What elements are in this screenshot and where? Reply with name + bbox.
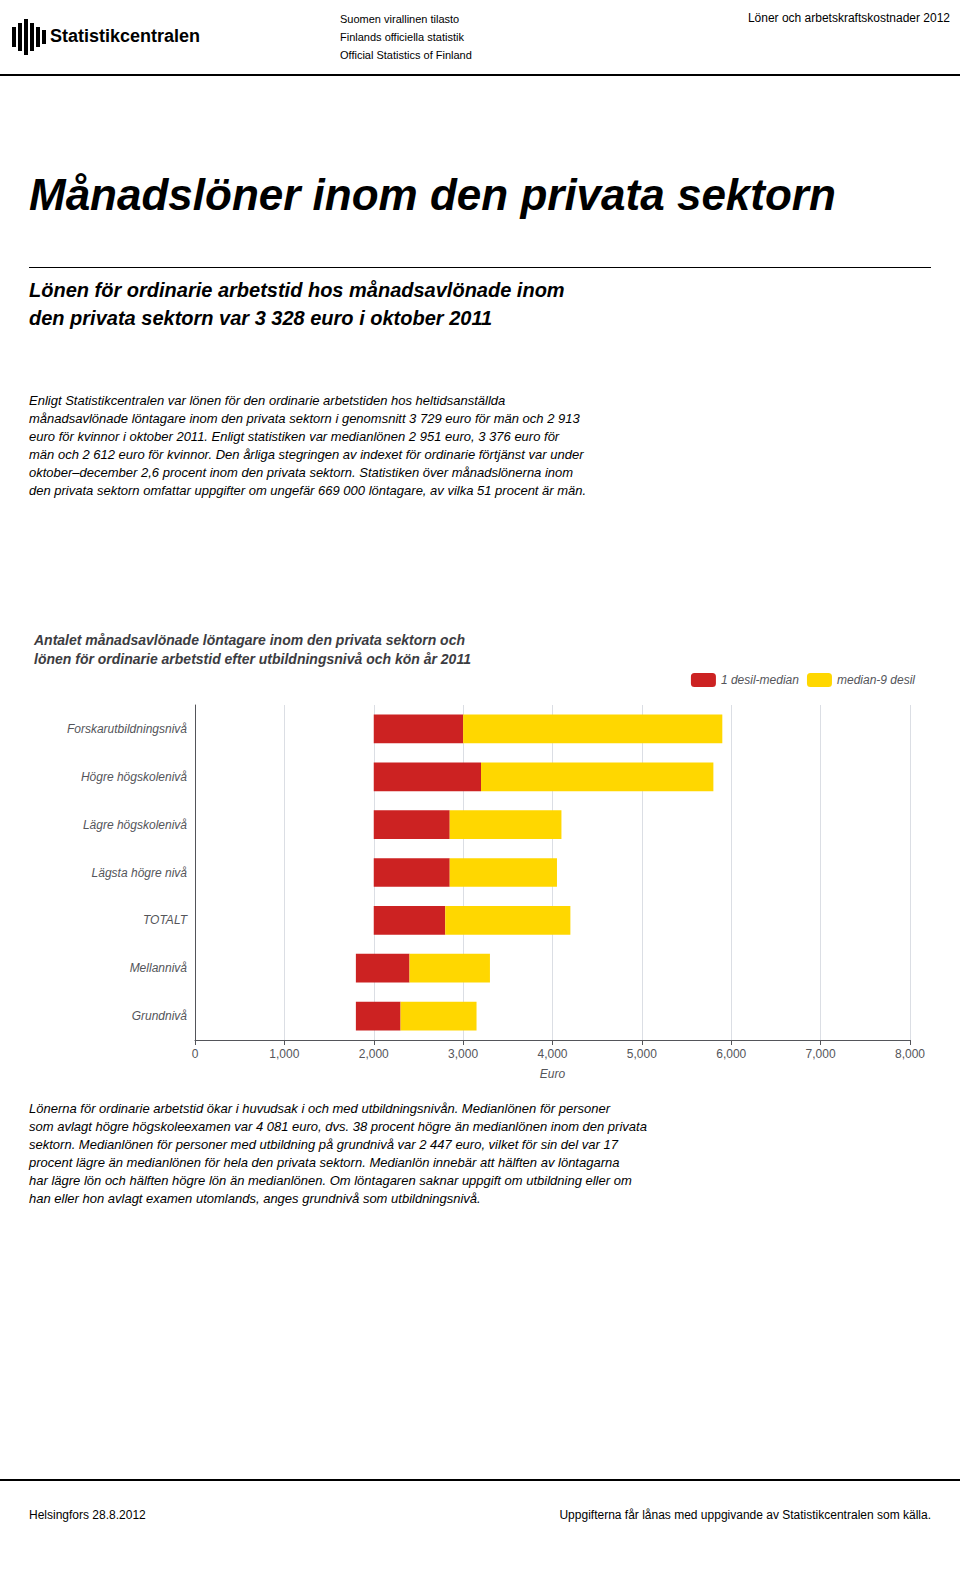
html-text:Suomen virallinen tilasto: Suomen virallinen tilasto: [340, 13, 460, 25]
html-text:Uppgifterna får lånas med uppg: Uppgifterna får lånas med uppgivande av …: [559, 1508, 931, 1522]
html-text:Statistikcentralen: Statistikcentralen: [50, 26, 201, 46]
html-text:män och 2 612 euro för kvinnor: män och 2 612 euro för kvinnor. Den årli…: [29, 447, 584, 462]
svg-text:1 desil-median: 1 desil-median: [721, 673, 799, 687]
html-text:månadsavlönade löntagare inom: månadsavlönade löntagare inom den privat…: [29, 411, 580, 426]
svg-text:TOTALT: TOTALT: [143, 913, 189, 927]
html-text:euro för kvinnor i oktober 201: euro för kvinnor i oktober 2011. Enligt …: [29, 429, 560, 444]
svg-text:7,000: 7,000: [806, 1047, 836, 1061]
svg-text:Mellannivå: Mellannivå: [130, 961, 188, 975]
html-text:den privata sektorn var 3 328: den privata sektorn var 3 328 euro i okt…: [29, 307, 493, 329]
html-text:den privata sektorn omfattar u: den privata sektorn omfattar uppgifter o…: [29, 483, 587, 498]
html-text:Lönen för ordinarie arbetstid: Lönen för ordinarie arbetstid hos månads…: [29, 279, 565, 301]
html-text:han eller hon avlagt examen ut: han eller hon avlagt examen utomlands, a…: [29, 1191, 481, 1206]
svg-text:4,000: 4,000: [537, 1047, 567, 1061]
svg-text:Lägsta högre nivå: Lägsta högre nivå: [92, 866, 188, 880]
html-text:Enligt Statistikcentralen var: Enligt Statistikcentralen var lönen för …: [29, 393, 506, 408]
svg-text:6,000: 6,000: [716, 1047, 746, 1061]
html-text:Official Statistics of Finland: Official Statistics of Finland: [340, 49, 472, 61]
html-text:sektorn. Medianlönen för perso: sektorn. Medianlönen för personer med ut…: [29, 1137, 618, 1152]
svg-text:Antalet månadsavlönade löntaga: Antalet månadsavlönade löntagare inom de…: [33, 632, 465, 648]
svg-text:0: 0: [192, 1047, 199, 1061]
svg-text:8,000: 8,000: [895, 1047, 925, 1061]
html-text:Finlands officiella statistik: Finlands officiella statistik: [340, 31, 464, 43]
html-text:Löner och arbetskraftskostnade: Löner och arbetskraftskostnader 2012: [747, 11, 950, 25]
svg-text:5,000: 5,000: [627, 1047, 657, 1061]
svg-text:Euro: Euro: [540, 1067, 566, 1081]
svg-text:2,000: 2,000: [359, 1047, 389, 1061]
html-text:har lägre lön och hälften högr: har lägre lön och hälften högre lön än m…: [29, 1173, 632, 1188]
svg-text:median-9 desil: median-9 desil: [837, 673, 915, 687]
html-text:Helsingfors 28.8.2012: Helsingfors 28.8.2012: [29, 1508, 146, 1522]
svg-text:Högre högskolenivå: Högre högskolenivå: [81, 770, 187, 784]
html-text:Månadslöner inom den privata s: Månadslöner inom den privata sektorn: [29, 170, 836, 219]
svg-text:1,000: 1,000: [269, 1047, 299, 1061]
svg-text:3,000: 3,000: [448, 1047, 478, 1061]
svg-text:Forskarutbildningsnivå: Forskarutbildningsnivå: [67, 722, 187, 736]
html-text:procent lägre än medianlönen f: procent lägre än medianlönen för hela de…: [29, 1155, 620, 1170]
html-text:Lönerna för ordinarie arbetsti: Lönerna för ordinarie arbetstid ökar i h…: [29, 1101, 610, 1116]
html-text:som avlagt högre högskoleexame: som avlagt högre högskoleexamen var 4 08…: [29, 1119, 647, 1134]
html-text:oktober–december 2,6 procent i: oktober–december 2,6 procent inom den pr…: [29, 465, 574, 480]
svg-text:Lägre högskolenivå: Lägre högskolenivå: [83, 818, 187, 832]
svg-text:Grundnivå: Grundnivå: [132, 1009, 188, 1023]
svg-text:lönen för ordinarie arbetstid: lönen för ordinarie arbetstid efter utbi…: [34, 651, 471, 667]
